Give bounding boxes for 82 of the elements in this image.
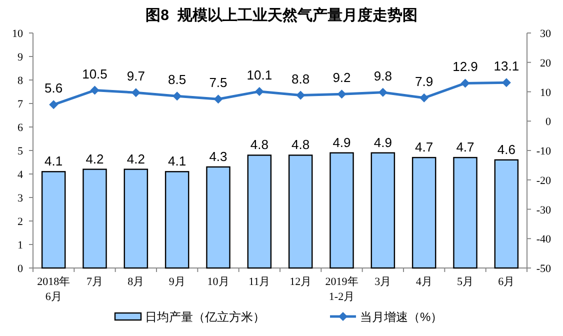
data-label: 4.2 bbox=[126, 151, 145, 166]
y-tick-label: 6 bbox=[18, 122, 24, 134]
x-tick-label: 10月 bbox=[207, 276, 230, 288]
data-label: 10.1 bbox=[246, 67, 272, 82]
x-tick-label: 4月 bbox=[416, 276, 432, 288]
data-label: 4.9 bbox=[374, 134, 392, 150]
y2-tick-label: -40 bbox=[536, 234, 552, 246]
point bbox=[460, 78, 470, 88]
y2-tick-label: 0 bbox=[546, 116, 552, 128]
x-tick-label: 9月 bbox=[168, 276, 186, 288]
bar bbox=[370, 152, 396, 269]
point bbox=[378, 88, 388, 97]
data-label: 9.7 bbox=[126, 68, 145, 84]
y-tick-label: 1 bbox=[18, 240, 23, 252]
bar bbox=[247, 154, 272, 269]
data-label: 10.5 bbox=[82, 66, 108, 82]
y2-tick-label: 30 bbox=[540, 28, 552, 40]
y-tick-label: 2 bbox=[18, 216, 23, 228]
x-tick-label: 3月 bbox=[374, 276, 392, 288]
point bbox=[214, 94, 223, 104]
data-label: 7.9 bbox=[415, 74, 434, 89]
data-label: 12.9 bbox=[452, 59, 478, 74]
point bbox=[337, 90, 346, 99]
x-tick-label: 8月 bbox=[128, 276, 144, 288]
x-tick-label: 2019年 1-2月 bbox=[325, 276, 358, 303]
bar bbox=[330, 152, 354, 269]
bar bbox=[41, 171, 66, 269]
point bbox=[172, 92, 182, 101]
y-tick-label: 0 bbox=[18, 263, 24, 275]
data-label: 4.7 bbox=[456, 140, 474, 155]
data-label: 9.2 bbox=[332, 70, 351, 86]
legend-label: 当月增速（%） bbox=[360, 310, 443, 324]
bar bbox=[412, 156, 436, 269]
bar bbox=[288, 154, 313, 269]
data-label: 9.8 bbox=[374, 68, 392, 84]
point bbox=[254, 86, 264, 96]
y-tick-label: 10 bbox=[12, 28, 24, 40]
data-label: 4.2 bbox=[86, 151, 104, 166]
y2-tick-label: -20 bbox=[536, 174, 552, 187]
data-label: 4.6 bbox=[497, 142, 516, 157]
y2-tick-label: 10 bbox=[540, 86, 552, 99]
y2-tick-label: -30 bbox=[536, 204, 552, 216]
y-tick-label: 5 bbox=[18, 146, 24, 158]
bar bbox=[494, 159, 519, 269]
data-label: 8.8 bbox=[292, 71, 310, 86]
y-tick-label: 3 bbox=[18, 192, 24, 204]
y-tick-label: 9 bbox=[18, 52, 24, 64]
data-label: 4.8 bbox=[250, 137, 268, 152]
chart-title: 图8 规模以上工业天然气产量月度走势图 bbox=[146, 6, 418, 24]
data-label: 8.5 bbox=[168, 72, 186, 88]
data-label: 4.3 bbox=[209, 148, 228, 164]
bar bbox=[453, 156, 478, 269]
point bbox=[296, 90, 306, 100]
x-tick-label: 6月 bbox=[498, 276, 515, 288]
data-label: 4.7 bbox=[415, 140, 434, 155]
data-label: 4.1 bbox=[168, 154, 186, 169]
y-tick-label: 7 bbox=[18, 98, 24, 110]
y-tick-label: 4 bbox=[18, 169, 24, 181]
data-label: 4.9 bbox=[332, 134, 351, 150]
data-label: 4.8 bbox=[292, 137, 310, 152]
bar bbox=[206, 166, 230, 269]
x-tick-label: 7月 bbox=[86, 276, 103, 288]
y-tick-label: 8 bbox=[18, 75, 24, 87]
data-label: 5.6 bbox=[44, 80, 63, 96]
legend-label: 日均产量（亿立方米） bbox=[145, 310, 265, 324]
bar bbox=[82, 168, 107, 269]
bar bbox=[124, 168, 148, 269]
point bbox=[420, 93, 429, 102]
data-label: 7.5 bbox=[209, 75, 228, 90]
x-tick-label: 2018年 6月 bbox=[37, 276, 70, 303]
point bbox=[131, 88, 140, 98]
x-tick-label: 5月 bbox=[457, 276, 474, 288]
y2-tick-label: -50 bbox=[536, 263, 552, 275]
point bbox=[90, 86, 100, 95]
y2-tick-label: -10 bbox=[536, 146, 552, 158]
data-label: 13.1 bbox=[494, 58, 520, 74]
data-label: 4.1 bbox=[44, 154, 63, 169]
point bbox=[49, 100, 58, 110]
y2-tick-label: 20 bbox=[540, 57, 552, 70]
x-tick-label: 12月 bbox=[290, 276, 312, 288]
bar bbox=[164, 171, 190, 269]
x-tick-label: 11月 bbox=[248, 276, 270, 288]
